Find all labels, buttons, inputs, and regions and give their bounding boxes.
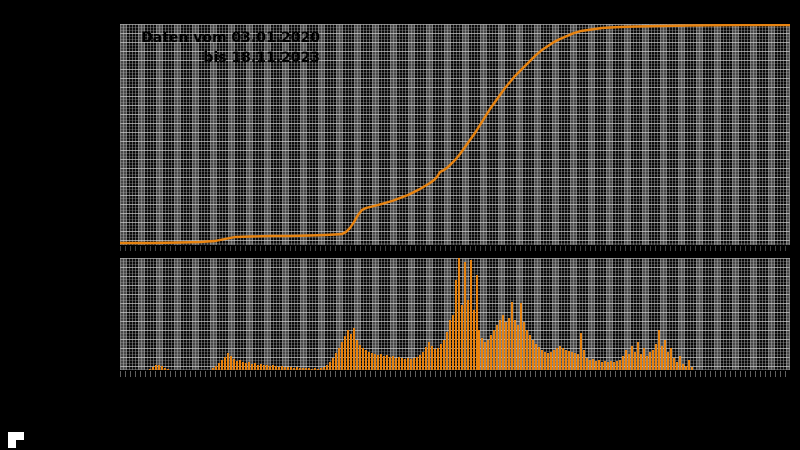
chart-title-line2: bis 18.11.2023 xyxy=(203,50,320,66)
chart-title: Daten vom 03.01.2020 bis 18.11.2023 xyxy=(140,28,320,68)
daily-bars-series xyxy=(149,258,693,370)
x-axis-ticks-lower xyxy=(120,371,790,377)
cumulative-chart-panel: Daten vom 03.01.2020 bis 18.11.2023 xyxy=(120,24,790,245)
corner-mark-leg xyxy=(8,440,16,448)
daily-bars-panel xyxy=(120,258,790,370)
chart-title-line1: Daten vom 03.01.2020 xyxy=(141,30,320,46)
corner-mark xyxy=(8,432,24,440)
x-axis-ticks-upper xyxy=(120,246,790,251)
cumulative-line-series xyxy=(120,24,790,245)
